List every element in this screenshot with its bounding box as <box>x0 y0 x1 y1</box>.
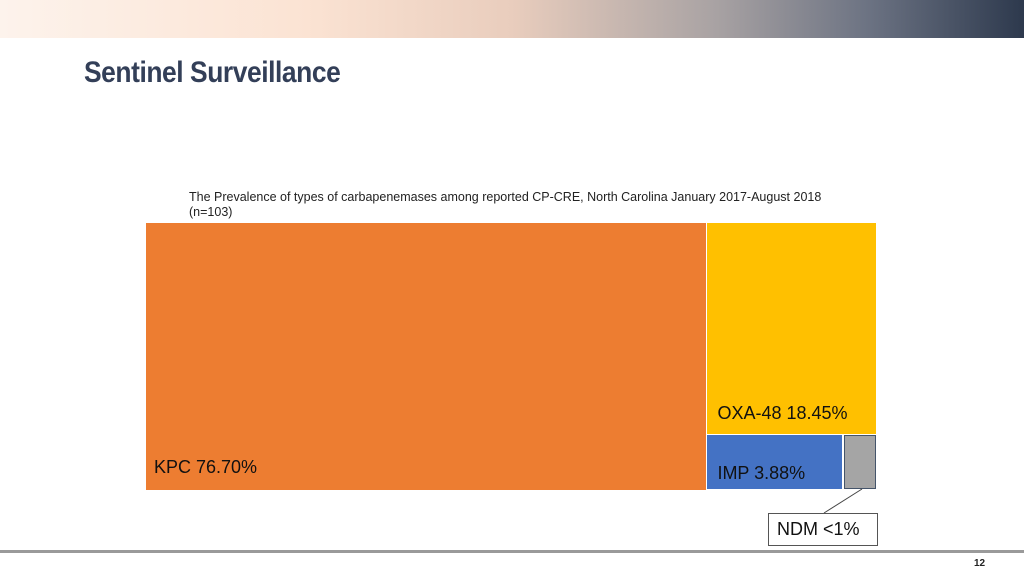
kpc-label: KPC 76.70% <box>154 456 258 477</box>
page-number: 12 <box>974 558 986 569</box>
chart-title-text: The Prevalence of types of carbapenemase… <box>189 190 822 204</box>
chart-subtitle: (n=103) <box>189 205 233 219</box>
treemap-cell-ndm <box>843 435 877 490</box>
treemap-cell-oxa48: OXA-48 18.45% <box>707 223 877 434</box>
chart-title: The Prevalence of types of carbapenemase… <box>189 190 869 220</box>
treemap-cell-kpc: KPC 76.70% <box>146 223 706 490</box>
treemap: KPC 76.70% OXA-48 18.45% IMP 3.88% <box>146 223 878 491</box>
imp-label: IMP 3.88% <box>717 463 806 484</box>
slide-title: Sentinel Surveillance <box>84 56 341 89</box>
ndm-callout: NDM <1% <box>768 513 878 546</box>
header-gradient-bar <box>0 0 1024 38</box>
oxa48-label: OXA-48 18.45% <box>717 402 848 423</box>
treemap-cell-imp: IMP 3.88% <box>707 435 843 490</box>
footer-line <box>0 550 1024 553</box>
